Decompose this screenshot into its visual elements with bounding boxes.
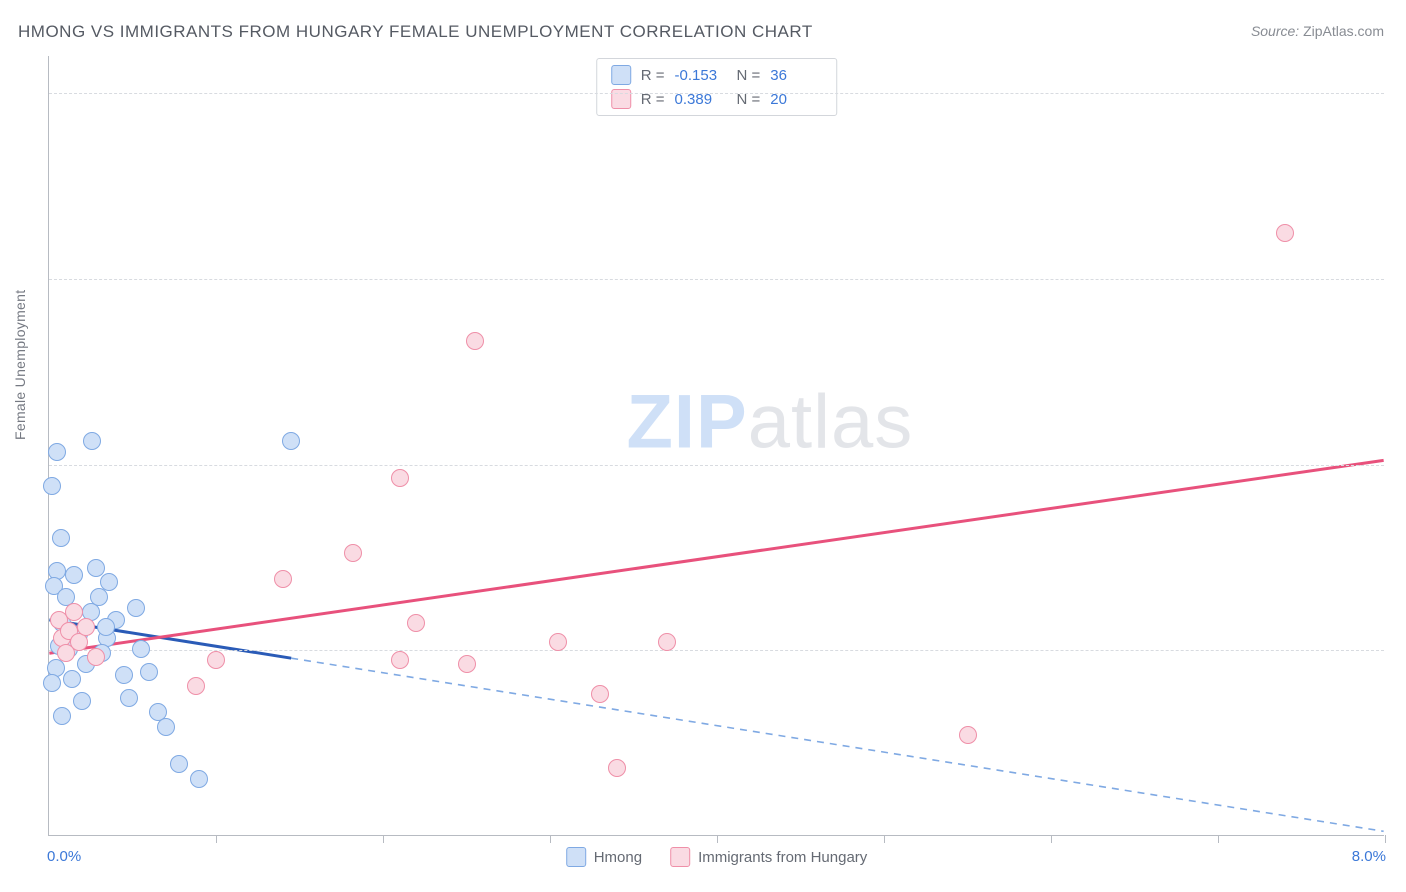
scatter-point	[458, 655, 476, 673]
legend-swatch	[670, 847, 690, 867]
legend-swatch	[566, 847, 586, 867]
scatter-point	[73, 692, 91, 710]
correlation-legend: R = -0.153 N = 36 R =0.389N =20	[596, 58, 838, 116]
scatter-point	[187, 677, 205, 695]
scatter-chart: ZIPatlas R =-0.153N =36R =0.389N =20 0.0…	[48, 56, 1384, 836]
scatter-point	[466, 332, 484, 350]
scatter-point	[608, 759, 626, 777]
scatter-point	[407, 614, 425, 632]
legend-label: Hmong	[594, 849, 642, 866]
gridline	[49, 650, 1384, 651]
scatter-point	[274, 570, 292, 588]
trend-line-dashed	[291, 658, 1383, 831]
source-label: Source:	[1251, 23, 1299, 39]
scatter-point	[591, 685, 609, 703]
x-tick	[1051, 835, 1052, 843]
gridline	[49, 93, 1384, 94]
x-tick	[216, 835, 217, 843]
legend-item: Immigrants from Hungary	[670, 847, 867, 867]
scatter-point	[549, 633, 567, 651]
legend-n-value: 36	[770, 67, 822, 84]
scatter-point	[87, 648, 105, 666]
watermark-zip: ZIP	[627, 380, 748, 465]
scatter-point	[658, 633, 676, 651]
scatter-point	[157, 718, 175, 736]
scatter-point	[52, 529, 70, 547]
y-tick-label: 15.0%	[1390, 270, 1406, 287]
legend-r-label: R =	[641, 67, 665, 84]
scatter-point	[1276, 224, 1294, 242]
scatter-point	[100, 573, 118, 591]
scatter-point	[43, 477, 61, 495]
trend-lines	[49, 56, 1384, 835]
scatter-point	[53, 707, 71, 725]
x-axis-min-label: 0.0%	[47, 848, 81, 865]
legend-swatch	[611, 65, 631, 85]
y-tick-label: 5.0%	[1390, 642, 1406, 659]
scatter-point	[127, 599, 145, 617]
x-axis-max-label: 8.0%	[1352, 848, 1386, 865]
scatter-point	[282, 432, 300, 450]
watermark-logo: ZIPatlas	[627, 379, 914, 466]
gridline	[49, 279, 1384, 280]
scatter-point	[63, 670, 81, 688]
x-tick	[1218, 835, 1219, 843]
y-tick-label: 10.0%	[1390, 456, 1406, 473]
gridline	[49, 465, 1384, 466]
scatter-point	[132, 640, 150, 658]
x-tick	[383, 835, 384, 843]
scatter-point	[97, 618, 115, 636]
legend-label: Immigrants from Hungary	[698, 849, 867, 866]
scatter-point	[43, 674, 61, 692]
x-tick	[884, 835, 885, 843]
chart-title: HMONG VS IMMIGRANTS FROM HUNGARY FEMALE …	[18, 22, 813, 42]
scatter-point	[140, 663, 158, 681]
legend-item: Hmong	[566, 847, 642, 867]
correlation-legend-row: R =0.389N =20	[611, 87, 823, 111]
x-tick	[717, 835, 718, 843]
scatter-point	[207, 651, 225, 669]
source-attribution: Source: ZipAtlas.com	[1251, 23, 1384, 39]
scatter-point	[115, 666, 133, 684]
x-tick	[1385, 835, 1386, 843]
y-tick-label: 20.0%	[1390, 85, 1406, 102]
series-legend: Hmong Immigrants from Hungary	[566, 847, 868, 867]
scatter-point	[83, 432, 101, 450]
trend-line-solid	[49, 460, 1383, 653]
scatter-point	[391, 651, 409, 669]
legend-swatch	[611, 89, 631, 109]
scatter-point	[170, 755, 188, 773]
legend-r-value: -0.153	[675, 67, 727, 84]
watermark-atlas: atlas	[748, 380, 914, 465]
scatter-point	[344, 544, 362, 562]
scatter-point	[48, 443, 66, 461]
scatter-point	[120, 689, 138, 707]
scatter-point	[190, 770, 208, 788]
scatter-point	[77, 618, 95, 636]
scatter-point	[391, 469, 409, 487]
correlation-legend-row: R = -0.153 N = 36	[611, 63, 823, 87]
scatter-point	[87, 559, 105, 577]
scatter-point	[65, 566, 83, 584]
y-axis-title: Female Unemployment	[12, 290, 28, 440]
x-tick	[550, 835, 551, 843]
source-name: ZipAtlas.com	[1303, 23, 1384, 39]
scatter-point	[959, 726, 977, 744]
legend-n-label: N =	[737, 67, 761, 84]
